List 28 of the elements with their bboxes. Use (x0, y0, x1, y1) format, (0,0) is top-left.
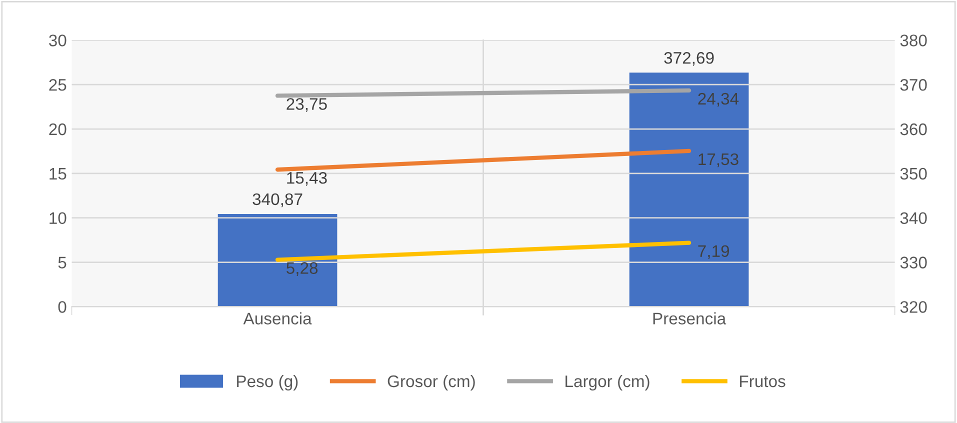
data-label: 24,34 (698, 92, 739, 107)
y-tick-label: 15 (50, 168, 66, 180)
legend-label: Frutos (740, 376, 786, 388)
y2-tick-label: 360 (900, 123, 927, 136)
y2-tick-label: 340 (900, 212, 927, 224)
y-tick-label: 30 (49, 34, 66, 46)
data-label: 5,28 (286, 262, 318, 276)
data-label: 23,75 (286, 98, 327, 112)
y2-tick-label: 320 (900, 301, 927, 313)
legend-label: Grosor (cm) (388, 374, 475, 390)
y-tick-label: 25 (49, 79, 66, 91)
data-label: 340,87 (252, 193, 302, 208)
y-tick-label: 5 (58, 256, 66, 268)
y2-tick-label: 370 (900, 79, 927, 91)
data-label: 15,43 (287, 172, 327, 186)
y-tick-label: 0 (58, 301, 66, 313)
x-tick-label: Ausencia (243, 312, 312, 324)
y2-tick-label: 330 (900, 256, 927, 268)
y2-tick-label: 380 (900, 34, 927, 46)
data-label: 17,53 (698, 153, 738, 168)
y-tick-label: 10 (50, 212, 66, 224)
legend-label: Largor (cm) (566, 374, 650, 391)
y2-tick-label: 350 (900, 168, 927, 180)
legend-label: Peso (g) (237, 374, 298, 391)
y-tick-label: 20 (49, 123, 66, 136)
data-label: 372,69 (664, 52, 714, 66)
data-label: 7,19 (698, 245, 730, 259)
x-tick-label: Presencia (653, 312, 726, 324)
